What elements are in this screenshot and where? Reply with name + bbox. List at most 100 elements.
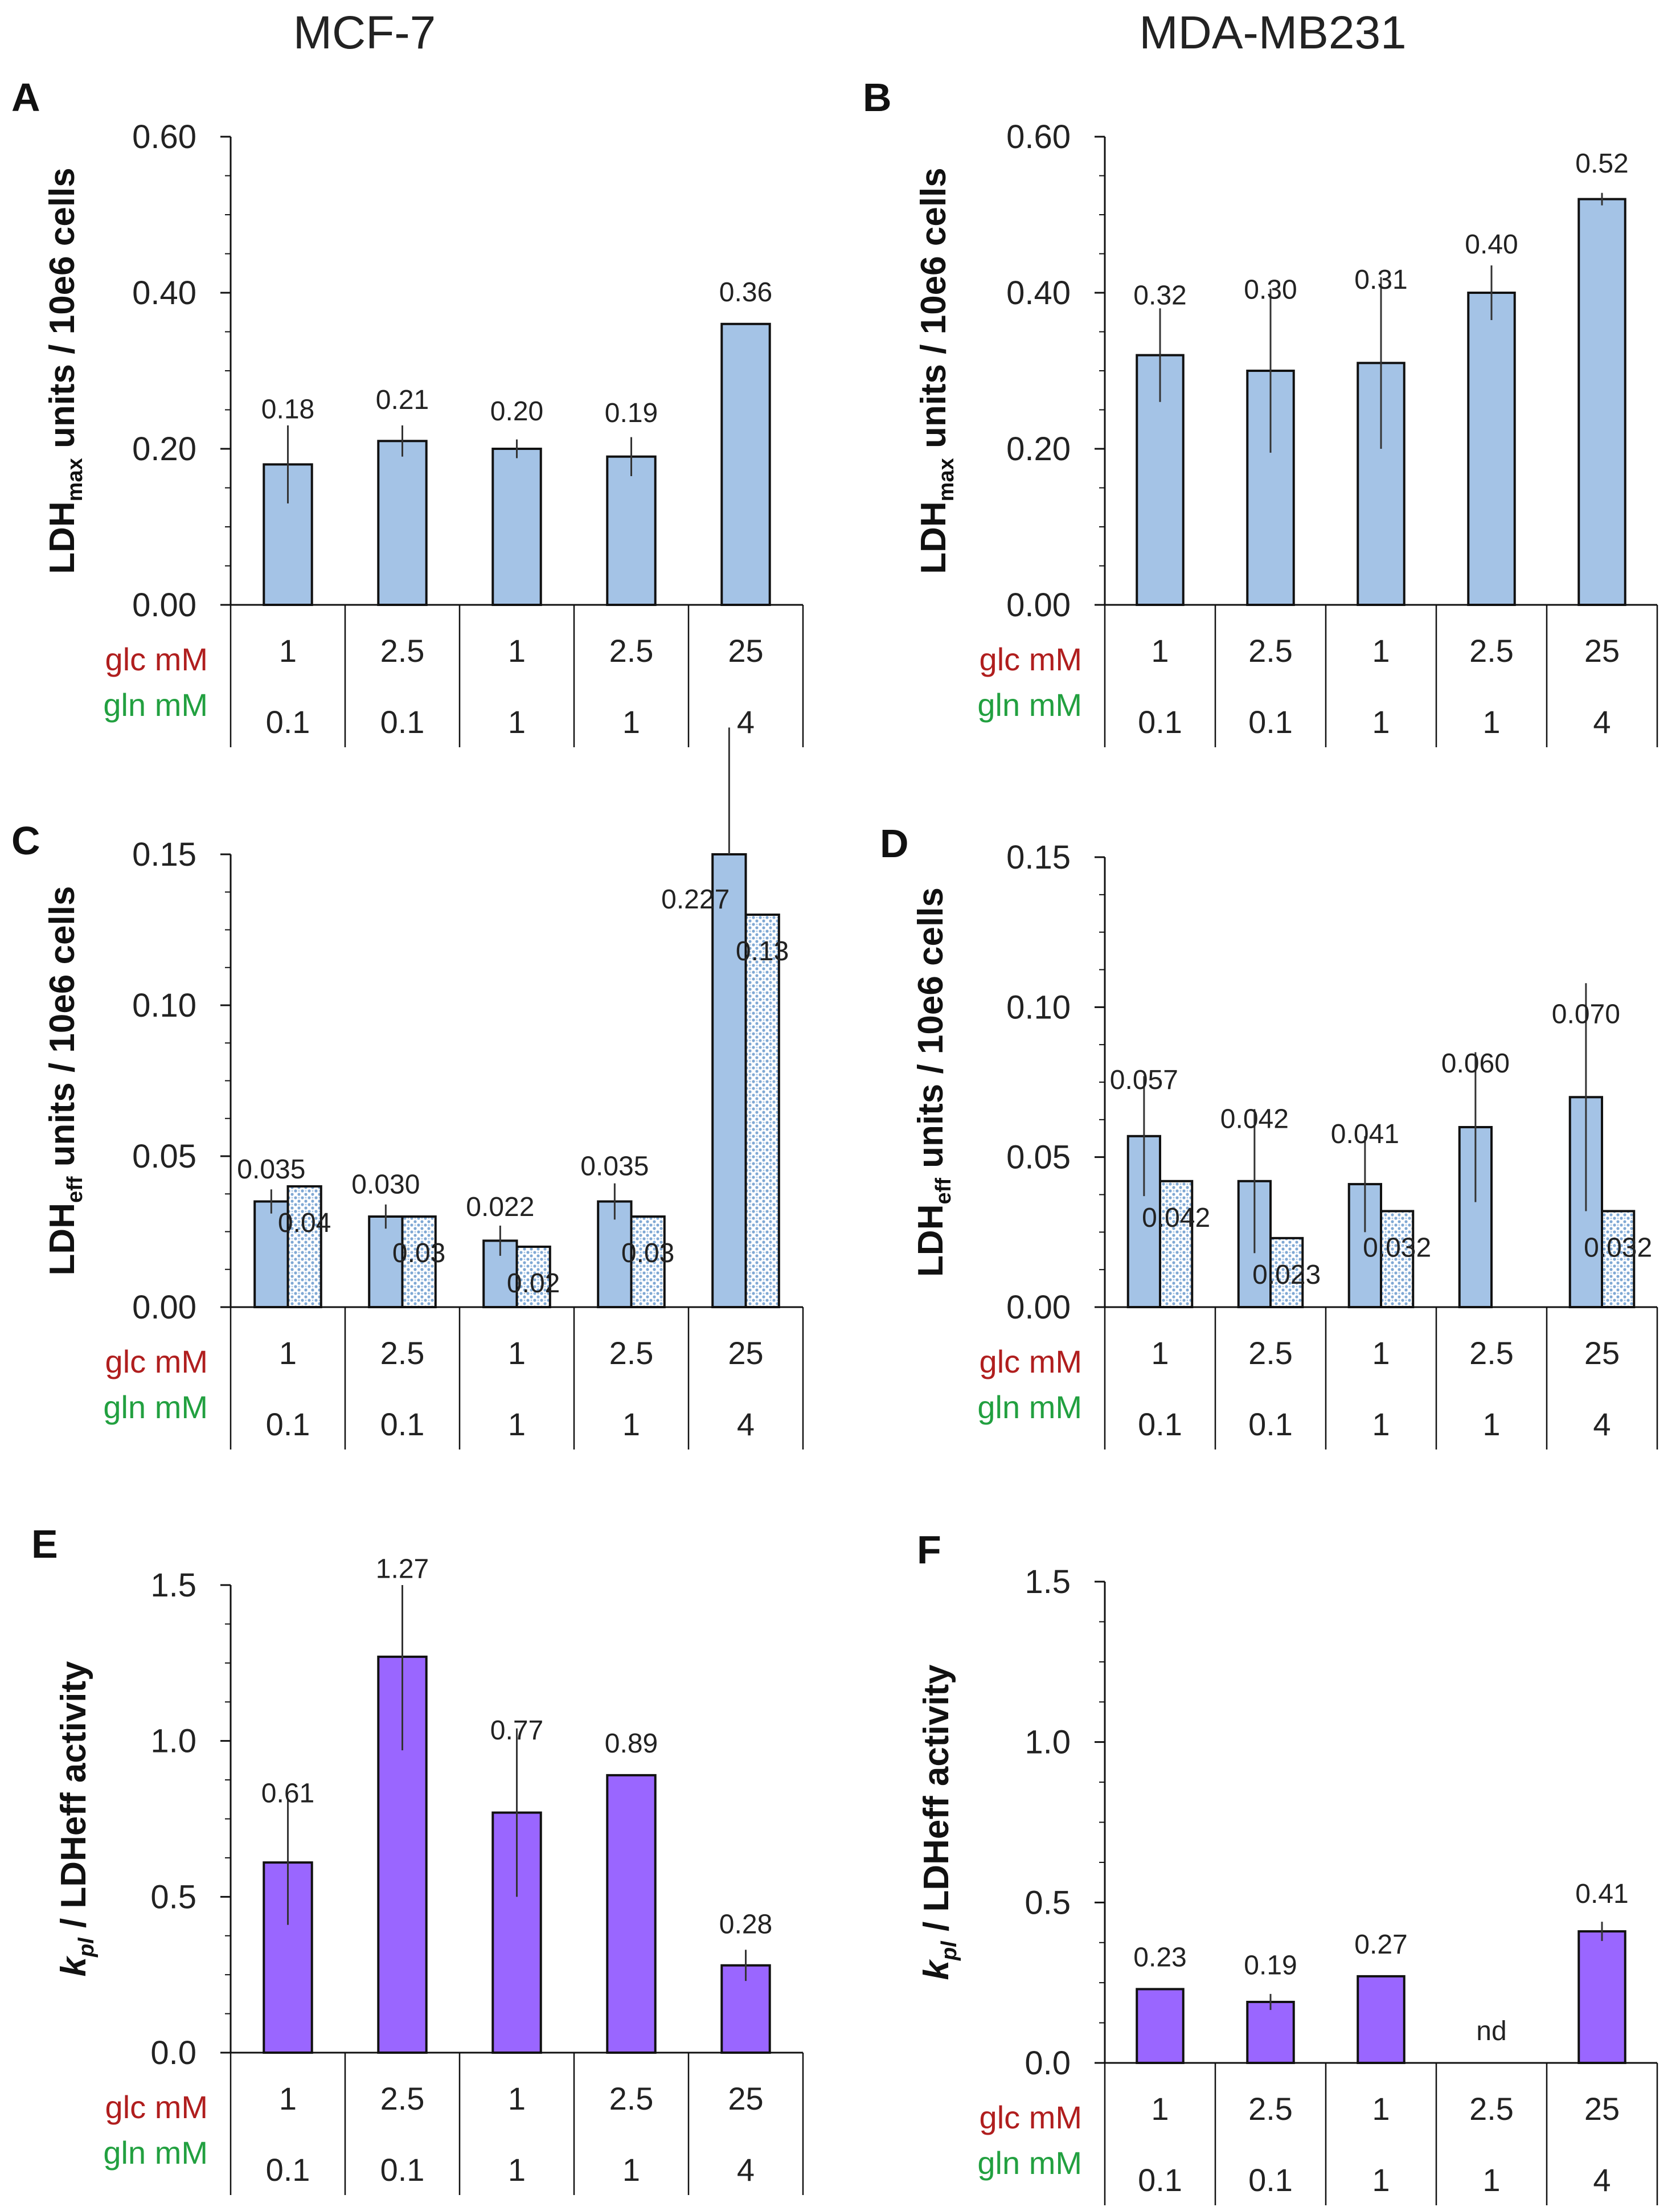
gln-row-label: gln mM — [977, 2145, 1082, 2181]
gln-value: 1 — [1372, 704, 1390, 740]
data-label: 0.40 — [1465, 230, 1518, 260]
data-label: 0.070 — [1552, 999, 1620, 1029]
data-label: 0.032 — [1584, 1233, 1652, 1263]
y-tick-label: 0.00 — [132, 1289, 196, 1326]
bar — [515, 1246, 551, 1308]
y-tick-label: 0.00 — [1006, 587, 1071, 624]
bar — [1159, 1180, 1194, 1309]
data-label: 0.77 — [490, 1715, 543, 1746]
y-axis-label: LDHeff units / 10e6 cells — [43, 886, 87, 1276]
bar — [377, 440, 428, 606]
y-tick-label: 0.0 — [150, 2034, 196, 2071]
y-tick-label: 0.05 — [132, 1138, 196, 1175]
data-label: 0.035 — [580, 1152, 649, 1182]
panels: A LDHmax units / 10e6 cells 0.00 0.20 0.40 0.… — [11, 75, 1658, 2205]
column-title-mcf7: MCF-7 — [293, 7, 436, 59]
y-axis-label: LDHmax units / 10e6 cells — [43, 167, 87, 574]
y-axis-label: kpl / LDHeff activity — [917, 1664, 961, 1980]
bar — [1577, 198, 1626, 607]
y-tick-label: 0.60 — [132, 118, 196, 155]
glc-value: 2.5 — [1248, 1335, 1293, 1371]
data-label: 0.41 — [1575, 1879, 1628, 1909]
y-tick-label: 0.00 — [132, 587, 196, 624]
column-title-mdamb231: MDA-MB231 — [1139, 7, 1406, 59]
data-label: 0.041 — [1331, 1119, 1399, 1149]
gln-value: 0.1 — [1248, 1406, 1293, 1442]
glc-value: 1 — [508, 1335, 526, 1371]
data-label: 0.03 — [392, 1238, 445, 1268]
panel-a: A LDHmax units / 10e6 cells 0.00 0.20 0.40 0.… — [11, 75, 804, 747]
gln-value: 1 — [1372, 1406, 1390, 1442]
gln-value: 1 — [622, 704, 640, 740]
y-tick-label: 0.5 — [150, 1878, 196, 1915]
glc-value: 2.5 — [1248, 633, 1293, 669]
gln-value: 4 — [1593, 2162, 1611, 2198]
gln-row-label: gln mM — [103, 687, 208, 723]
bar — [1136, 1988, 1185, 2065]
glc-value: 25 — [1584, 1335, 1620, 1371]
gln-value: 0.1 — [1138, 2162, 1182, 2198]
data-label: 0.042 — [1220, 1104, 1289, 1135]
bar — [491, 448, 542, 606]
glc-value: 1 — [279, 633, 297, 669]
data-label: 0.19 — [1244, 1951, 1297, 1981]
data-label: 0.022 — [466, 1192, 534, 1222]
y-tick-label: 0.60 — [1006, 118, 1071, 155]
panel-letter: E — [31, 1522, 58, 1566]
gln-value: 1 — [508, 704, 526, 740]
panel-letter: B — [863, 75, 892, 120]
glc-row-label: glc mM — [980, 1344, 1082, 1379]
bar — [1380, 1210, 1415, 1308]
gln-value: 0.1 — [1248, 2162, 1293, 2198]
bar — [286, 1185, 322, 1308]
gln-value: 1 — [1372, 2162, 1390, 2198]
glc-value: 2.5 — [380, 1335, 425, 1371]
data-label: 0.20 — [490, 396, 543, 427]
y-axis-label: LDHeff units / 10e6 cells — [911, 887, 956, 1277]
panel-letter: D — [880, 821, 909, 866]
bar — [630, 1215, 666, 1308]
data-label: 0.18 — [261, 394, 314, 424]
data-label: 0.31 — [1354, 265, 1407, 295]
bar — [1246, 2000, 1295, 2064]
gln-value: 0.1 — [266, 704, 310, 740]
gln-row-label: gln mM — [103, 2135, 208, 2171]
gln-value: 0.1 — [380, 704, 425, 740]
gln-value: 4 — [1593, 704, 1611, 740]
gln-value: 0.1 — [1138, 1406, 1182, 1442]
glc-row-label: glc mM — [105, 1344, 208, 1379]
y-tick-label: 0.15 — [132, 836, 196, 873]
glc-value: 1 — [279, 1335, 297, 1371]
panel-b: B LDHmax units / 10e6 cells 0.00 0.20 0.40 0.… — [863, 75, 1658, 747]
y-tick-label: 0.40 — [132, 275, 196, 312]
y-tick-label: 0.0 — [1025, 2045, 1071, 2082]
glc-value: 2.5 — [1469, 2091, 1514, 2127]
panel-letter: C — [11, 818, 40, 863]
glc-value: 1 — [1372, 2091, 1390, 2127]
gln-value: 4 — [1593, 1406, 1611, 1442]
bar — [1357, 1975, 1406, 2064]
data-label: 0.28 — [719, 1909, 772, 1939]
gln-value: 1 — [1482, 1406, 1500, 1442]
gln-value: 0.1 — [1248, 704, 1293, 740]
y-tick-label: 0.40 — [1006, 275, 1071, 312]
glc-value: 2.5 — [609, 633, 654, 669]
glc-value: 1 — [1151, 1335, 1169, 1371]
data-label: 0.03 — [621, 1238, 674, 1268]
glc-value: 2.5 — [609, 2081, 654, 2116]
y-tick-label: 0.10 — [132, 987, 196, 1024]
gln-row-label: gln mM — [103, 1389, 208, 1425]
bar — [401, 1215, 437, 1308]
data-label: 0.13 — [736, 936, 789, 967]
glc-value: 2.5 — [609, 1335, 654, 1371]
glc-value: 25 — [1584, 633, 1620, 669]
y-axis-label: LDHmax units / 10e6 cells — [914, 167, 958, 574]
data-label: 0.042 — [1142, 1203, 1210, 1233]
gln-value: 4 — [737, 2152, 755, 2188]
bar — [711, 853, 747, 1308]
glc-value: 1 — [279, 2081, 297, 2116]
